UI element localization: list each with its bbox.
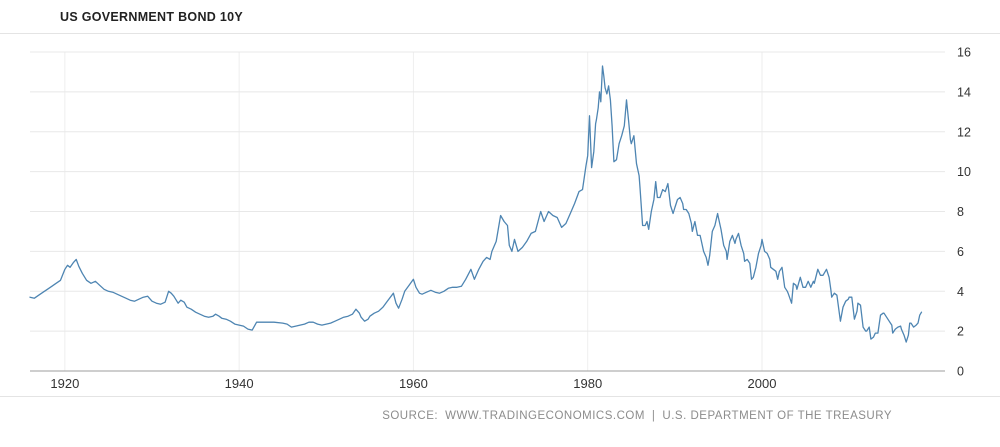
x-tick-label: 1940 bbox=[225, 376, 254, 391]
top-divider bbox=[0, 33, 1000, 34]
x-tick-label: 1960 bbox=[399, 376, 428, 391]
chart-title: US GOVERNMENT BOND 10Y bbox=[60, 10, 244, 24]
y-tick-label: 12 bbox=[957, 125, 971, 139]
y-tick-label: 8 bbox=[957, 205, 964, 219]
x-tick-label: 1920 bbox=[50, 376, 79, 391]
bottom-divider bbox=[0, 396, 1000, 397]
source-provider-link[interactable]: U.S. DEPARTMENT OF THE TREASURY bbox=[662, 410, 892, 422]
y-tick-label: 14 bbox=[957, 85, 971, 99]
x-tick-label: 2000 bbox=[748, 376, 777, 391]
source-site-link[interactable]: WWW.TRADINGECONOMICS.COM bbox=[445, 410, 645, 422]
y-tick-label: 10 bbox=[957, 165, 971, 179]
source-bar: SOURCE: WWW.TRADINGECONOMICS.COM | U.S. … bbox=[0, 410, 1000, 422]
source-label: SOURCE: bbox=[382, 410, 439, 422]
y-tick-label: 16 bbox=[957, 46, 971, 60]
source-separator: | bbox=[651, 410, 656, 422]
y-tick-label: 0 bbox=[957, 365, 964, 379]
y-tick-label: 4 bbox=[957, 285, 964, 299]
bond-yield-line-chart: 0 2 4 6 8 10 12 14 16 1920 1940 1960 1980 2000 bbox=[29, 46, 971, 391]
x-tick-label: 1980 bbox=[573, 376, 602, 391]
yield-line bbox=[29, 65, 923, 343]
y-tick-label: 6 bbox=[957, 245, 964, 259]
y-tick-label: 2 bbox=[957, 325, 964, 339]
